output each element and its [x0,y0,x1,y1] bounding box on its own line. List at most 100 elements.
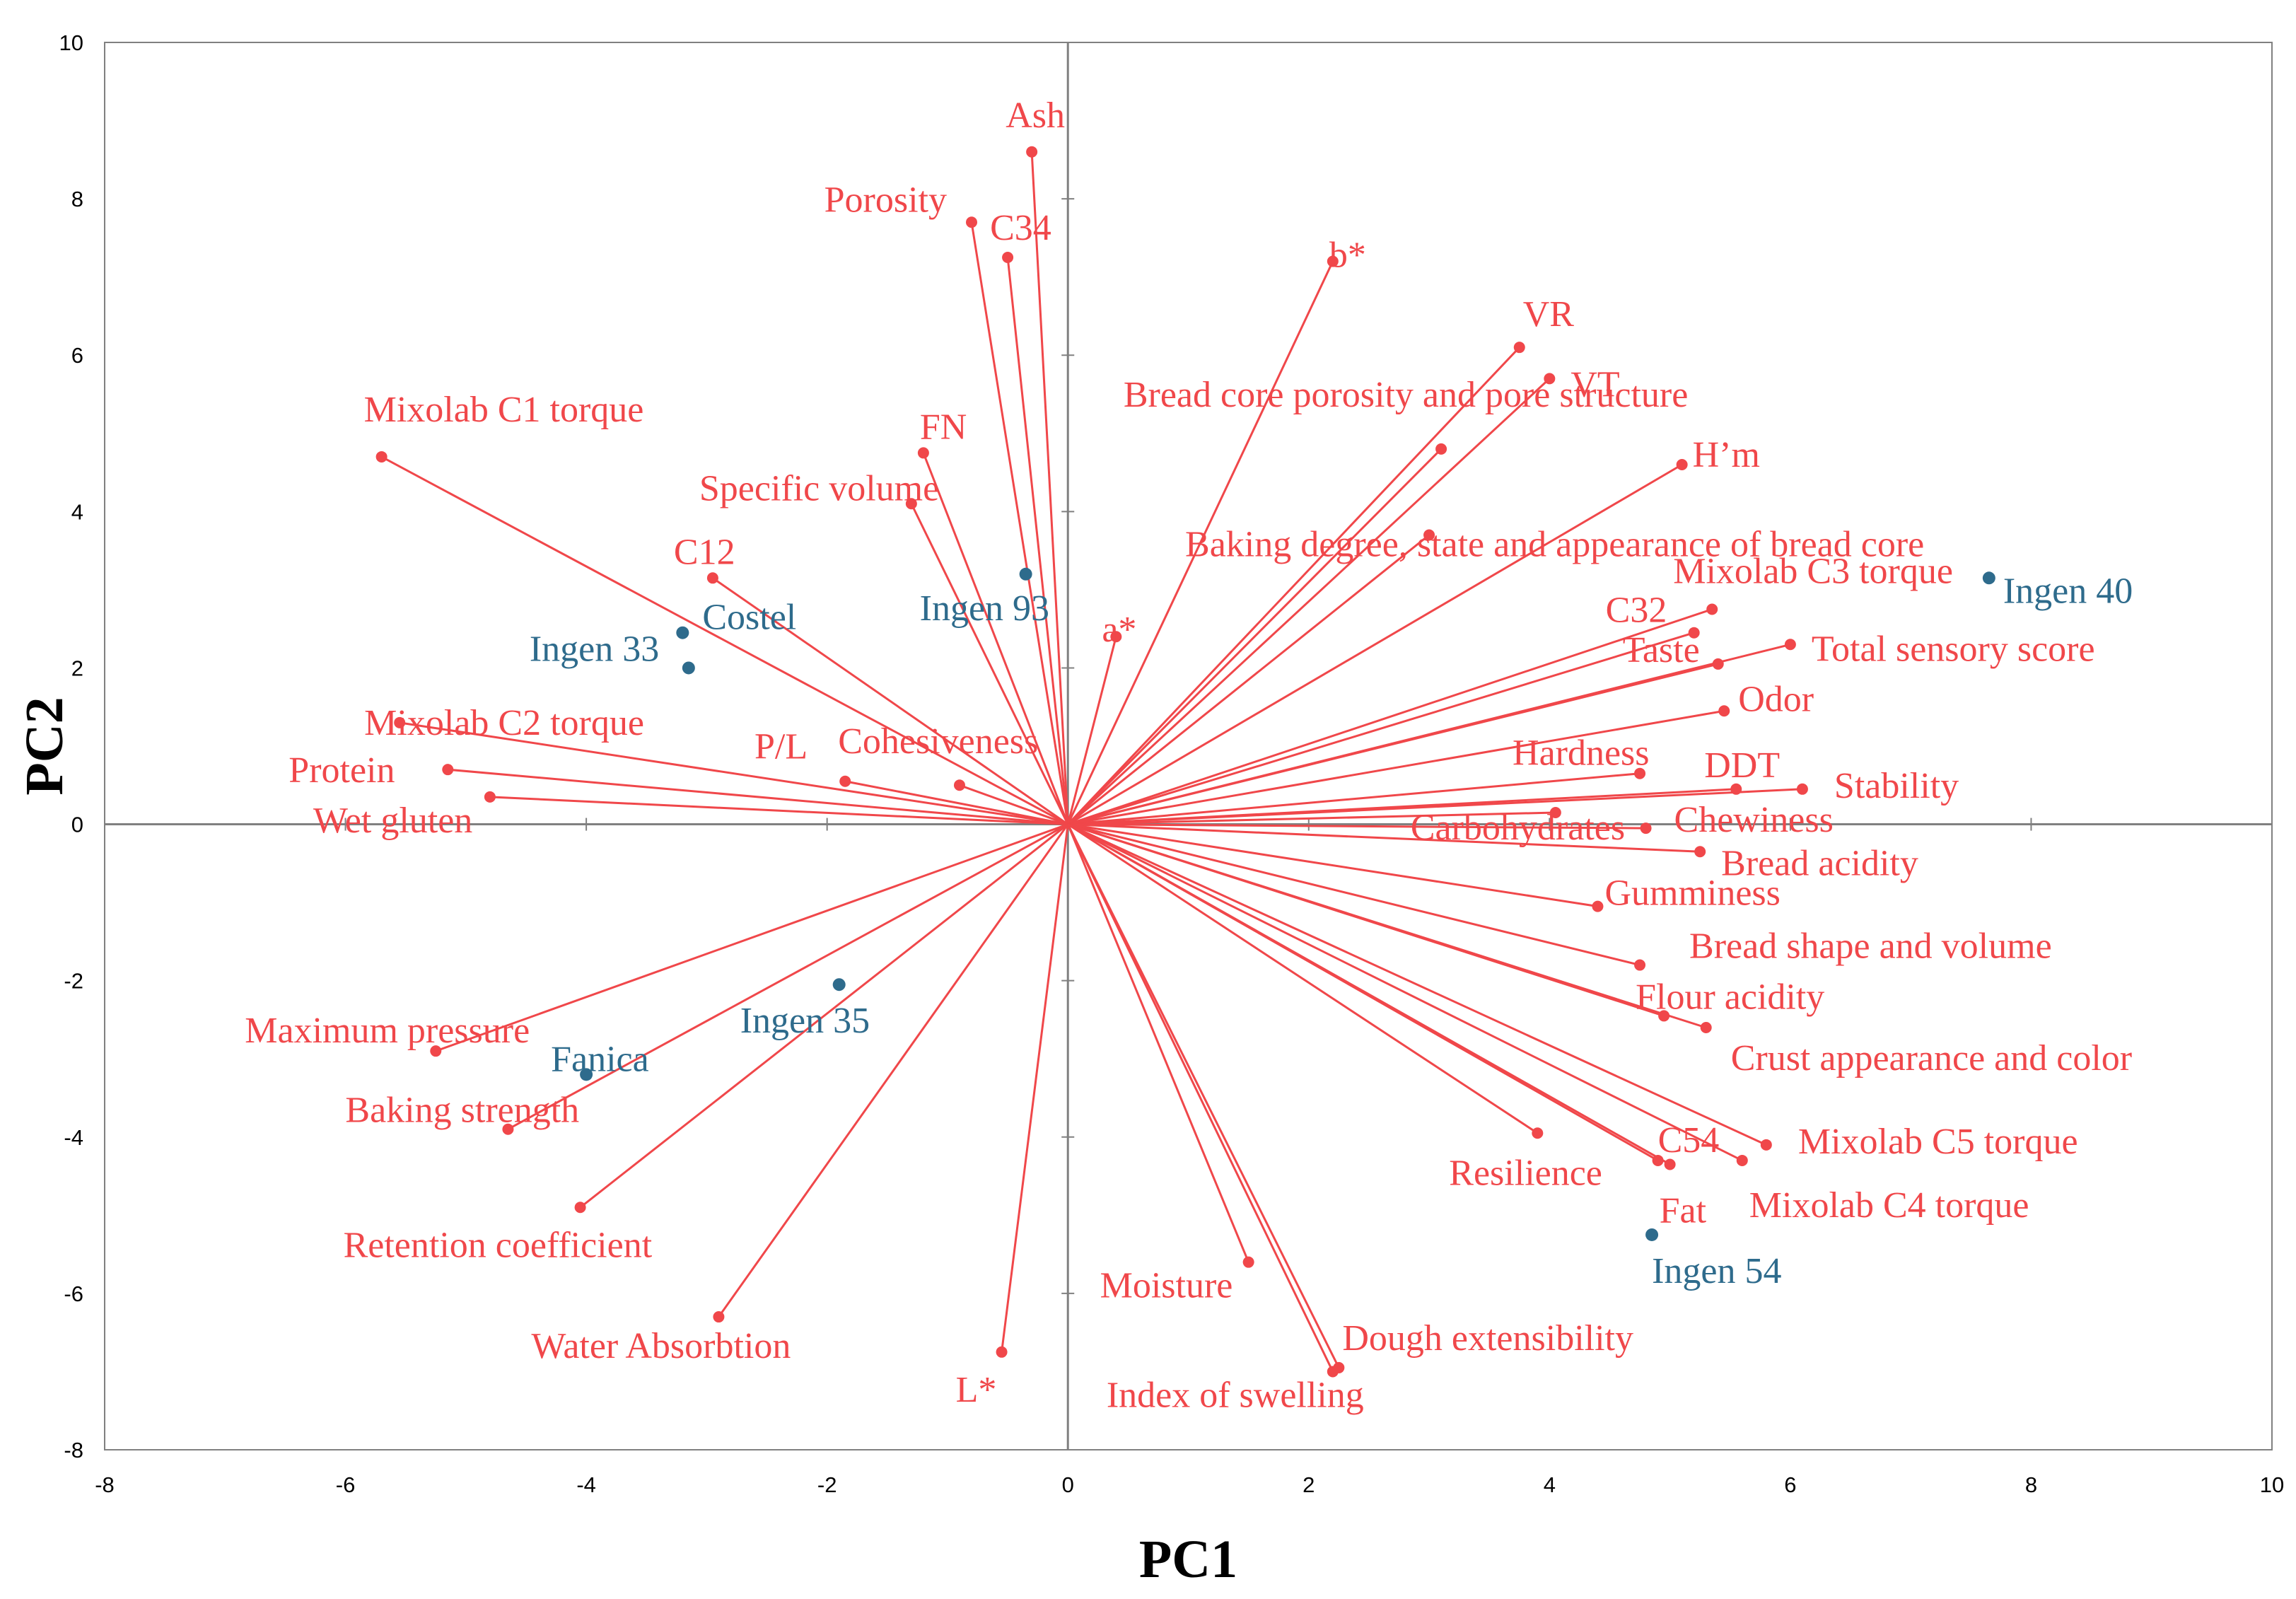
variable-point [430,1045,442,1057]
variable-vector [1030,151,1069,825]
variable-vectors [380,151,1802,1373]
variable-vector [1067,823,1743,1162]
variable-label: Crust appearance and color [1731,1038,2132,1078]
x-tick-label: -8 [95,1472,115,1497]
variable-point [1664,1158,1676,1170]
y-tick-label: 10 [59,30,83,55]
variable-label: VT [1571,364,1619,405]
x-tick-label: 6 [1784,1472,1796,1497]
variable-point [394,716,406,728]
variable-label: Porosity [824,180,947,220]
variable-label: Retention coefficient [344,1225,653,1265]
variable-vector [1067,347,1520,825]
variable-vector [1067,632,1695,825]
variable-label: VR [1523,294,1575,335]
variable-point [1544,373,1556,385]
variable-label: C32 [1606,591,1667,631]
variable-point [1784,639,1796,651]
y-tick-label: 8 [71,187,83,211]
variable-point [1549,806,1561,818]
variable-points [375,146,1808,1378]
variable-point [1002,252,1014,264]
variable-vector [1067,663,1719,826]
variable-label: L* [956,1370,997,1410]
variable-label: Gumminess [1604,873,1780,914]
variable-point [1700,1022,1712,1033]
variable-label: P/L [754,726,808,767]
variable-vector [489,796,1068,826]
variable-point [1532,1127,1544,1139]
variable-point [1513,342,1525,354]
variable-label: Maximum pressure [245,1011,530,1051]
y-tick-label: 4 [71,499,83,524]
y-tick-label: -6 [64,1281,83,1306]
sample-point [682,661,695,675]
variable-vector [507,823,1068,1131]
variable-vector [448,768,1068,826]
variable-label: Ash [1006,95,1065,136]
variable-point [1435,443,1447,455]
variable-point [953,779,965,791]
variable-label: Index of swelling [1107,1375,1364,1415]
variable-vector [1067,534,1430,825]
variable-point [1736,1154,1748,1166]
variable-vector [579,823,1069,1209]
variable-label: Mixolab C5 torque [1798,1122,2078,1162]
x-axis-ticks: -8 -6 -4 -2 0 2 4 6 8 10 [95,818,2284,1497]
variable-label: Total sensory score [1812,629,2095,669]
x-axis-title: PC1 [1139,1530,1237,1589]
variable-vector [1001,824,1069,1352]
variable-label: Odor [1738,679,1814,719]
variable-label: C54 [1658,1120,1720,1161]
x-tick-label: 10 [2260,1472,2284,1497]
variable-vector [1067,823,1767,1146]
variable-vector [435,823,1068,1052]
sample-label: Ingen 33 [530,629,659,669]
x-tick-label: 2 [1303,1472,1315,1497]
variable-vector [1067,823,1707,1029]
variable-vector [1066,260,1334,825]
variable-label: C34 [990,208,1051,248]
variable-vector [970,222,1069,825]
variable-point [1026,146,1038,158]
variable-label: Chewiness [1674,800,1834,840]
variable-point [375,450,387,463]
variable-point [706,572,718,584]
variable-point [1694,846,1706,858]
variable-label: Flour acidity [1636,977,1824,1017]
variable-label: Specific volume [699,468,939,508]
variable-point [1760,1139,1772,1151]
x-tick-label: -2 [817,1472,837,1497]
variable-point [1327,1366,1339,1378]
variable-label: b* [1329,236,1366,276]
sample-label: Ingen 54 [1652,1251,1781,1291]
variable-label: Baking strength [345,1091,579,1131]
sample-label: Ingen 40 [2003,571,2133,611]
variable-point [1634,959,1646,971]
variable-vector [959,784,1068,825]
variable-label: Water Absorbtion [531,1326,791,1366]
variable-vector [1068,823,1701,853]
variable-point [1634,767,1646,779]
variable-point [1688,627,1700,639]
variable-vector [1068,823,1646,830]
plot-area-frame [104,42,2273,1450]
variable-point [1676,459,1688,470]
variable-label: Baking degree, state and appearance of b… [1185,525,1924,565]
variable-vector [718,823,1069,1318]
variable-point [1718,705,1730,717]
variable-point [996,1346,1008,1358]
variable-point [1327,255,1339,267]
y-axis-title: PC2 [15,697,74,795]
variable-label: H’m [1693,435,1760,475]
variable-label: Taste [1623,630,1700,670]
variable-vector [712,577,1069,825]
variable-label: Bread acidity [1721,843,1918,883]
variable-point [905,498,917,510]
variable-label: DDT [1704,745,1780,786]
variable-vector [1066,823,1250,1263]
variable-label: Cohesiveness [838,721,1038,762]
variable-vector [1067,463,1683,825]
